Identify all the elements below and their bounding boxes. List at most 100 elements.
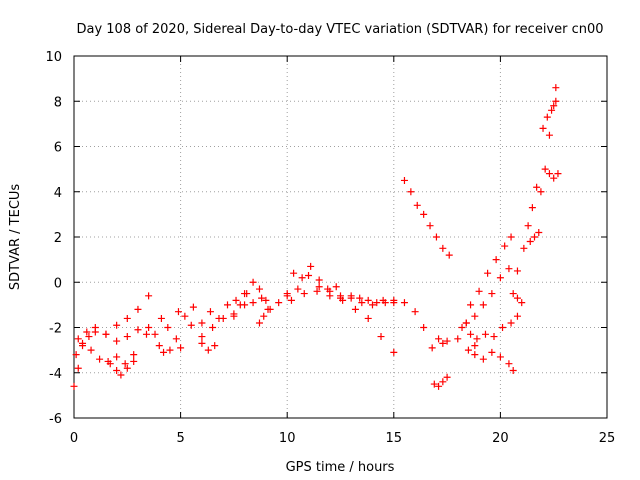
data-point <box>181 312 189 320</box>
data-point <box>123 333 131 341</box>
data-point <box>364 296 372 304</box>
data-point <box>264 305 272 313</box>
data-point <box>134 305 142 313</box>
series-track-4 <box>106 357 138 379</box>
data-point <box>462 319 470 327</box>
data-point <box>198 339 206 347</box>
data-point <box>117 371 125 379</box>
data-point <box>479 355 487 363</box>
data-point <box>430 380 438 388</box>
chart-title: Day 108 of 2020, Sidereal Day-to-day VTE… <box>76 22 603 37</box>
data-point <box>400 299 408 307</box>
data-point <box>545 131 553 139</box>
data-point <box>198 333 206 341</box>
data-point <box>72 351 80 359</box>
data-point <box>290 269 298 277</box>
data-point <box>79 339 87 347</box>
data-point <box>368 301 376 309</box>
series-track-28 <box>539 97 560 132</box>
data-point <box>326 292 334 300</box>
data-point <box>337 294 344 302</box>
data-point <box>432 233 440 241</box>
data-point <box>524 222 532 230</box>
series-track-16 <box>400 176 453 259</box>
data-point <box>160 348 168 356</box>
data-point <box>315 283 323 291</box>
data-point <box>535 228 543 236</box>
data-point <box>443 337 451 345</box>
data-point <box>373 299 381 307</box>
data-point <box>481 330 489 338</box>
x-axis-label: GPS time / hours <box>286 460 395 475</box>
data-point <box>490 333 498 341</box>
data-point <box>358 299 366 307</box>
data-point <box>548 106 556 114</box>
y-tick-label: 0 <box>54 276 62 291</box>
data-point <box>123 364 131 372</box>
data-point <box>209 324 217 331</box>
data-point <box>230 312 238 320</box>
data-point <box>543 113 551 121</box>
data-point <box>260 312 268 320</box>
data-point <box>552 97 560 105</box>
data-point <box>172 335 180 343</box>
data-point <box>211 342 219 350</box>
data-point <box>332 283 340 291</box>
y-tick-label: 8 <box>54 95 62 110</box>
data-point <box>439 378 447 386</box>
data-point <box>87 346 95 354</box>
x-tick-label: 25 <box>599 431 616 446</box>
data-point <box>258 294 266 302</box>
data-point <box>533 183 541 191</box>
data-point <box>198 319 206 327</box>
data-point <box>471 342 479 350</box>
data-point <box>407 188 415 196</box>
data-point <box>96 355 104 363</box>
x-tick-label: 20 <box>492 431 509 446</box>
data-point <box>509 290 517 298</box>
data-point <box>467 301 475 309</box>
data-point <box>420 210 428 218</box>
series-track-11 <box>255 305 272 327</box>
y-tick-label: 2 <box>54 231 62 246</box>
data-point <box>91 324 99 331</box>
series-track-25 <box>509 290 526 307</box>
series-track-27 <box>537 84 560 196</box>
data-point <box>471 351 479 359</box>
data-point <box>443 373 451 381</box>
data-point <box>177 344 185 352</box>
data-point <box>204 346 212 354</box>
data-point <box>518 299 526 307</box>
data-point <box>347 292 355 300</box>
tick-layer: 0 5 10 15 20 25 -6 -4 -2 0 2 4 6 8 10 <box>45 50 615 446</box>
data-point <box>537 188 545 196</box>
data-point <box>166 346 174 354</box>
data-layer <box>70 84 562 390</box>
data-point <box>224 301 232 309</box>
data-point <box>70 382 78 390</box>
y-axis-label: SDTVAR / TECUs <box>8 184 23 291</box>
data-point <box>541 165 549 173</box>
series-track-23 <box>473 312 521 343</box>
data-point <box>305 271 313 279</box>
data-point <box>157 314 165 322</box>
data-point <box>526 238 534 246</box>
data-point <box>428 344 436 352</box>
data-point <box>496 274 504 282</box>
series-track-6 <box>157 314 185 352</box>
data-point <box>513 312 521 320</box>
y-tick-label: 10 <box>45 50 62 65</box>
data-point <box>187 321 195 329</box>
series-track-15 <box>337 292 436 352</box>
data-point <box>390 348 398 356</box>
series-track-1 <box>70 292 153 390</box>
data-point <box>479 301 487 309</box>
data-point <box>411 308 419 316</box>
data-point <box>324 285 332 293</box>
data-point <box>420 324 428 331</box>
series-track-21 <box>467 233 515 309</box>
series-track-9 <box>198 339 219 354</box>
data-point <box>298 274 306 282</box>
data-point <box>283 292 291 300</box>
data-point <box>262 296 270 304</box>
